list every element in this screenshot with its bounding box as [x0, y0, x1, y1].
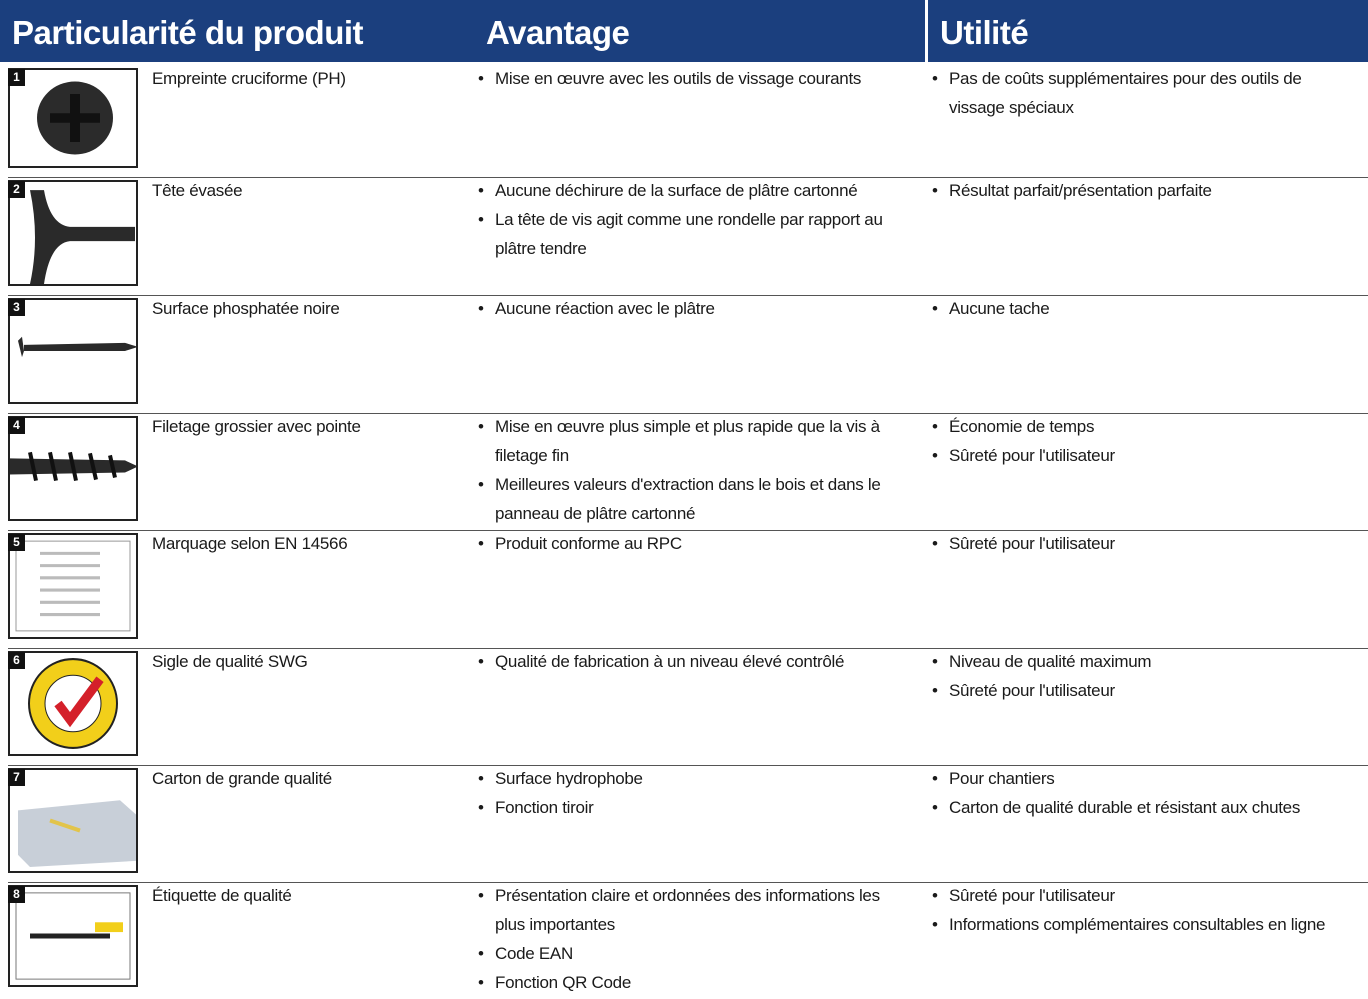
advantages: Surface hydrophobeFonction tiroir: [478, 764, 888, 822]
advantages: Présentation claire et ordonnées des inf…: [478, 881, 888, 997]
bullet-item: La tête de vis agit comme une rondelle p…: [478, 205, 888, 263]
feature: Sigle de qualité SWG: [152, 652, 308, 671]
utilities: Économie de tempsSûreté pour l'utilisate…: [932, 412, 1357, 470]
bullet-item: Aucune déchirure de la surface de plâtre…: [478, 176, 888, 205]
product-image: [8, 180, 138, 286]
row-number: 5: [8, 534, 25, 551]
header: Particularité du produit: [0, 0, 475, 62]
bullet-item: Sûreté pour l'utilisateur: [932, 441, 1357, 470]
bullet-item: Niveau de qualité maximum: [932, 647, 1357, 676]
bullet-item: Aucune réaction avec le plâtre: [478, 294, 888, 323]
bullet-item: Carton de qualité durable et résistant a…: [932, 793, 1357, 822]
utilities: Sûreté pour l'utilisateur: [932, 529, 1357, 558]
product-image: [8, 298, 138, 404]
advantages: Produit conforme au RPC: [478, 529, 888, 558]
bullet-item: Meilleures valeurs d'extraction dans le …: [478, 470, 888, 528]
bullet-item: Informations complémentaires consultable…: [932, 910, 1357, 939]
utilities: Pour chantiersCarton de qualité durable …: [932, 764, 1357, 822]
icon: [15, 892, 131, 980]
row-number: 1: [8, 69, 25, 86]
row-number: 2: [8, 181, 25, 198]
bullet-item: Sûreté pour l'utilisateur: [932, 529, 1357, 558]
advantages: Qualité de fabrication à un niveau élevé…: [478, 647, 888, 676]
feature: Étiquette de qualité: [152, 886, 292, 905]
bullet-item: Économie de temps: [932, 412, 1357, 441]
header: Avantage: [474, 0, 925, 62]
row-number: 8: [8, 886, 25, 903]
bullet-item: Pour chantiers: [932, 764, 1357, 793]
product-image: [8, 885, 138, 987]
advantages: Mise en œuvre avec les outils de vissage…: [478, 64, 888, 93]
icon: [18, 800, 136, 867]
bullet-item: Mise en œuvre plus simple et plus rapide…: [478, 412, 888, 470]
bullet-item: Qualité de fabrication à un niveau élevé…: [478, 647, 888, 676]
product-image: [8, 533, 138, 639]
advantages: Aucune déchirure de la surface de plâtre…: [478, 176, 888, 263]
icon: [15, 540, 131, 632]
icon: [30, 190, 135, 284]
advantages: Aucune réaction avec le plâtre: [478, 294, 888, 323]
feature: Carton de grande qualité: [152, 769, 332, 788]
product-image: [8, 768, 138, 873]
icon: [10, 451, 136, 482]
icon: [28, 658, 118, 749]
product-image: [8, 416, 138, 521]
bullet-item: Aucune tache: [932, 294, 1357, 323]
advantages: Mise en œuvre plus simple et plus rapide…: [478, 412, 888, 528]
bullet-item: Résultat parfait/présentation parfaite: [932, 176, 1357, 205]
row-number: 6: [8, 652, 25, 669]
feature: Marquage selon EN 14566: [152, 534, 348, 553]
utilities: Pas de coûts supplémentaires pour des ou…: [932, 64, 1357, 122]
bullet-item: Pas de coûts supplémentaires pour des ou…: [932, 64, 1357, 122]
bullet-item: Fonction tiroir: [478, 793, 888, 822]
header: Utilité: [928, 0, 1368, 62]
bullet-item: Sûreté pour l'utilisateur: [932, 676, 1357, 705]
feature: Filetage grossier avec pointe: [152, 417, 361, 436]
bullet-item: Code EAN: [478, 939, 888, 968]
feature: Tête évasée: [152, 181, 243, 200]
utilities: Résultat parfait/présentation parfaite: [932, 176, 1357, 205]
bullet-item: Fonction QR Code: [478, 968, 888, 997]
bullet-item: Mise en œuvre avec les outils de vissage…: [478, 64, 888, 93]
icon: [18, 336, 136, 358]
row-number: 3: [8, 299, 25, 316]
utilities: Aucune tache: [932, 294, 1357, 323]
feature: Surface phosphatée noire: [152, 299, 340, 318]
row-number: 7: [8, 769, 25, 786]
bullet-item: Présentation claire et ordonnées des inf…: [478, 881, 888, 939]
bullet-item: Produit conforme au RPC: [478, 529, 888, 558]
bullet-item: Sûreté pour l'utilisateur: [932, 881, 1357, 910]
utilities: Sûreté pour l'utilisateurInformations co…: [932, 881, 1357, 939]
product-image: [8, 651, 138, 756]
feature: Empreinte cruciforme (PH): [152, 69, 346, 88]
icon: [37, 81, 113, 155]
row-number: 4: [8, 417, 25, 434]
utilities: Niveau de qualité maximumSûreté pour l'u…: [932, 647, 1357, 705]
bullet-item: Surface hydrophobe: [478, 764, 888, 793]
product-image: [8, 68, 138, 168]
